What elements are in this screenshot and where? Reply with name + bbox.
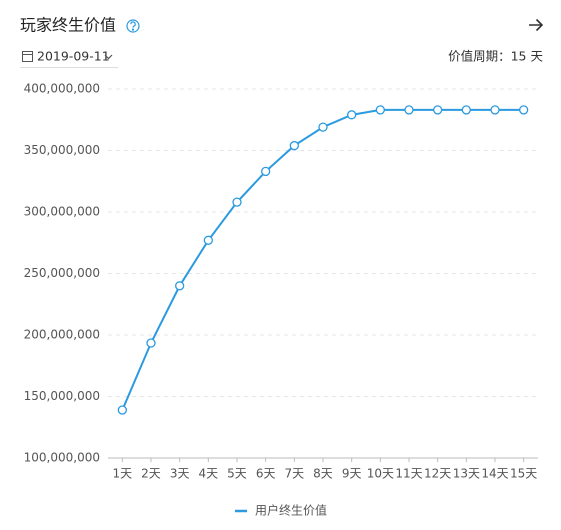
data-point xyxy=(318,122,328,132)
data-point xyxy=(261,166,271,177)
y-tick-label: 250,000,000 xyxy=(24,266,100,280)
data-point xyxy=(347,110,357,120)
y-tick-label: 350,000,000 xyxy=(24,143,100,157)
legend-label: 用户终生价值 xyxy=(255,503,327,518)
data-point xyxy=(117,405,127,415)
y-tick-label: 300,000,000 xyxy=(24,205,100,219)
data-point xyxy=(375,105,385,115)
x-tick-label: 7天 xyxy=(285,467,305,481)
x-tick-label: 8天 xyxy=(313,467,333,481)
y-tick-label: 100,000,000 xyxy=(24,451,100,465)
data-point xyxy=(175,281,185,291)
data-point xyxy=(203,235,213,245)
x-tick-label: 6天 xyxy=(256,467,276,481)
chart-title: 玩家终生价值 xyxy=(20,16,116,35)
period: 价值周期：15 天 xyxy=(448,49,543,64)
data-point xyxy=(232,197,242,207)
x-tick-label: 1天 xyxy=(113,467,133,481)
date-picker[interactable]: 2019-09-11 xyxy=(37,49,110,64)
y-tick-label: 200,000,000 xyxy=(24,328,100,342)
x-tick-label: 2天 xyxy=(141,467,161,481)
data-point xyxy=(404,105,414,115)
help-icon[interactable] xyxy=(126,19,140,33)
x-tick-label: 14天 xyxy=(481,467,508,481)
x-tick-label: 9天 xyxy=(342,467,362,481)
data-point xyxy=(519,105,529,115)
y-tick-label: 400,000,000 xyxy=(24,82,100,96)
data-point xyxy=(146,338,156,348)
chevron[interactable] xyxy=(104,54,113,60)
x-tick-label: 15天 xyxy=(510,467,537,481)
data-point xyxy=(490,105,500,115)
data-point xyxy=(433,105,443,115)
arrow-icon[interactable] xyxy=(529,18,544,32)
x-tick-label: 4天 xyxy=(199,467,219,481)
data-point xyxy=(461,105,471,115)
x-tick-label: 10天 xyxy=(367,467,394,481)
x-tick-label: 5天 xyxy=(227,467,247,481)
calendar-icon xyxy=(22,51,33,62)
x-tick-label: 3天 xyxy=(170,467,190,481)
series-line xyxy=(121,108,524,411)
x-tick-label: 12天 xyxy=(424,467,451,481)
y-tick-label: 150,000,000 xyxy=(24,389,100,403)
data-point xyxy=(289,140,299,151)
x-tick-label: 13天 xyxy=(453,467,480,481)
x-tick-label: 11天 xyxy=(395,467,422,481)
